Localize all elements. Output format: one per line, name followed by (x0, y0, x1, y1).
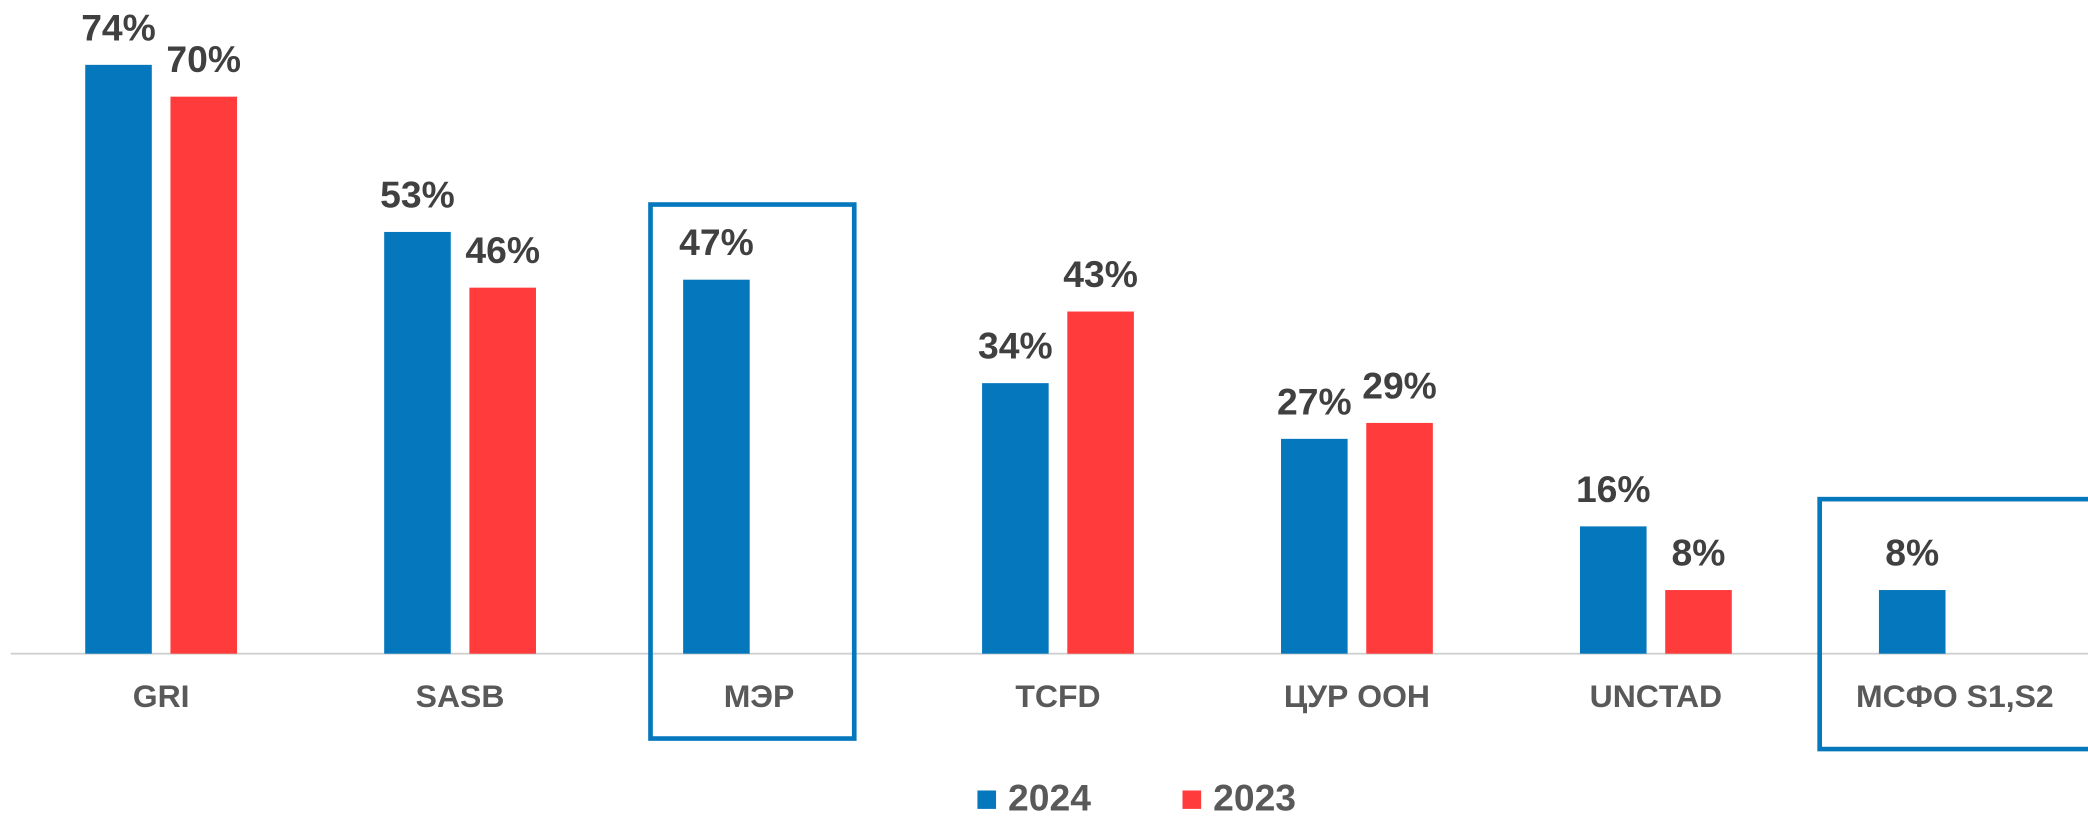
bar (1665, 590, 1732, 654)
bar (1281, 438, 1348, 654)
bar (1579, 526, 1647, 654)
bar (1878, 590, 1946, 654)
x-tick-label: TCFD (1015, 678, 1100, 714)
legend-swatch (977, 790, 997, 809)
value-label: 46% (465, 229, 540, 271)
bar (1366, 422, 1433, 654)
value-label: 8% (1885, 532, 1939, 574)
value-label: 53% (380, 174, 455, 216)
highlight-box (648, 202, 857, 741)
bar (1067, 311, 1134, 654)
value-label: 8% (1672, 532, 1726, 574)
bar (85, 64, 152, 654)
x-tick-label: ЦУР ООН (1284, 678, 1430, 714)
highlight-box (1817, 496, 2088, 752)
x-tick-label: UNCTAD (1590, 678, 1722, 714)
bar (982, 383, 1049, 654)
x-tick-label: МСФО S1,S2 (1856, 678, 2054, 714)
x-tick-label: GRI (133, 678, 190, 714)
legend-swatch (1182, 790, 1202, 809)
value-label: 16% (1576, 468, 1651, 510)
bar (683, 279, 750, 654)
bar (170, 96, 238, 654)
legend-label: 2023 (1213, 777, 1296, 819)
bar (469, 287, 536, 654)
x-tick-label: SASB (416, 678, 505, 714)
value-label: 43% (1063, 253, 1138, 295)
value-label: 29% (1362, 365, 1437, 407)
value-label: 74% (81, 7, 156, 49)
value-label: 47% (679, 221, 754, 263)
value-label: 27% (1277, 381, 1352, 423)
bar (384, 231, 451, 654)
value-label: 70% (166, 38, 241, 80)
x-tick-label: МЭР (724, 678, 795, 714)
legend-label: 2024 (1008, 777, 1091, 819)
value-label: 34% (978, 325, 1053, 367)
